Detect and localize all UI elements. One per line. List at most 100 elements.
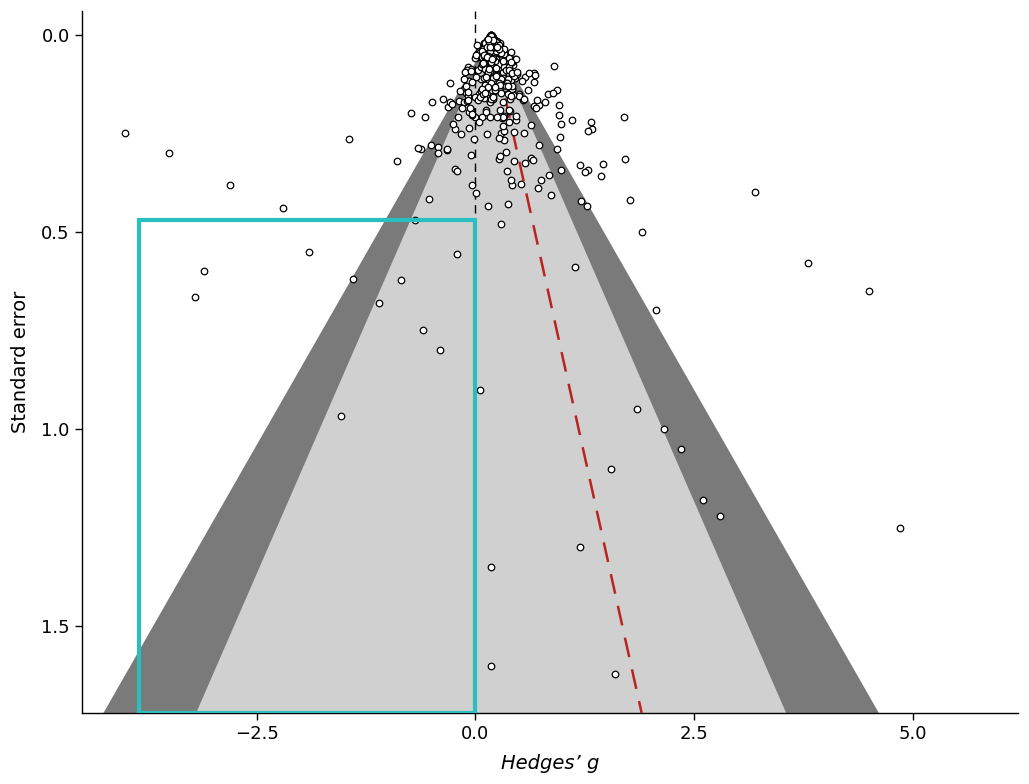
- Point: [478, 39, 495, 52]
- Point: [491, 153, 507, 165]
- Point: [520, 83, 536, 96]
- Point: [498, 165, 514, 177]
- Point: [449, 248, 465, 260]
- Point: [451, 94, 467, 107]
- Point: [508, 110, 525, 122]
- Point: [543, 188, 560, 201]
- Point: [464, 108, 481, 121]
- Point: [595, 158, 611, 170]
- Point: [485, 38, 501, 51]
- Point: [577, 166, 594, 179]
- Point: [551, 109, 567, 122]
- Point: [579, 200, 596, 212]
- Point: [541, 169, 558, 182]
- Point: [476, 60, 493, 73]
- Point: [464, 109, 481, 122]
- Point: [480, 92, 496, 104]
- Point: [503, 89, 520, 102]
- Point: [485, 32, 501, 45]
- Point: [616, 111, 633, 123]
- Point: [530, 182, 546, 194]
- Point: [476, 87, 493, 100]
- Point: [471, 46, 488, 59]
- Point: [474, 87, 491, 100]
- Point: [517, 156, 533, 169]
- Point: [503, 67, 520, 79]
- Point: [477, 47, 494, 60]
- Point: [481, 43, 497, 56]
- Point: [493, 43, 509, 56]
- Point: [403, 107, 420, 119]
- Point: [477, 40, 494, 53]
- Point: [300, 245, 317, 258]
- Point: [471, 45, 488, 57]
- Point: [472, 73, 489, 85]
- Point: [485, 34, 501, 46]
- Polygon shape: [104, 34, 879, 713]
- Point: [463, 64, 480, 76]
- Point: [495, 120, 511, 132]
- Point: [490, 38, 506, 50]
- Point: [484, 30, 500, 42]
- Point: [498, 77, 514, 89]
- Point: [458, 80, 474, 93]
- Point: [514, 75, 531, 88]
- Point: [477, 56, 494, 68]
- Point: [495, 125, 511, 137]
- Point: [504, 179, 521, 191]
- Point: [512, 177, 529, 190]
- Point: [465, 132, 482, 145]
- Point: [629, 403, 645, 416]
- Point: [495, 54, 511, 67]
- Point: [492, 85, 508, 97]
- Point: [487, 41, 503, 53]
- Point: [496, 48, 512, 60]
- Point: [516, 93, 532, 106]
- Point: [492, 104, 508, 117]
- Point: [607, 667, 624, 680]
- Point: [470, 46, 487, 59]
- Point: [491, 77, 507, 89]
- Point: [488, 42, 504, 54]
- Point: [498, 64, 514, 76]
- Point: [477, 37, 494, 49]
- Point: [500, 87, 517, 100]
- Point: [603, 463, 619, 475]
- Point: [495, 96, 511, 108]
- Point: [540, 87, 557, 100]
- Point: [456, 83, 472, 96]
- Point: [487, 47, 503, 60]
- Point: [477, 106, 494, 118]
- Point: [483, 31, 499, 43]
- Point: [470, 94, 487, 107]
- Point: [481, 34, 497, 47]
- Point: [491, 53, 507, 65]
- Point: [485, 93, 501, 106]
- Point: [488, 44, 504, 56]
- Point: [477, 40, 494, 53]
- Point: [485, 71, 501, 84]
- Point: [490, 48, 506, 60]
- Point: [487, 36, 503, 49]
- Point: [500, 79, 517, 92]
- Point: [518, 71, 534, 83]
- Point: [495, 71, 511, 84]
- Point: [478, 50, 495, 63]
- Point: [487, 55, 503, 67]
- Point: [445, 118, 461, 131]
- Point: [471, 383, 488, 396]
- Point: [483, 31, 499, 43]
- Point: [459, 94, 475, 107]
- Point: [484, 93, 500, 105]
- Point: [456, 73, 472, 85]
- Point: [117, 127, 134, 140]
- Point: [486, 42, 502, 54]
- Point: [477, 60, 494, 72]
- Point: [500, 52, 517, 64]
- Point: [486, 42, 502, 54]
- Point: [470, 64, 487, 76]
- Point: [467, 49, 484, 62]
- Point: [493, 73, 509, 85]
- Point: [482, 43, 498, 56]
- Point: [480, 32, 496, 45]
